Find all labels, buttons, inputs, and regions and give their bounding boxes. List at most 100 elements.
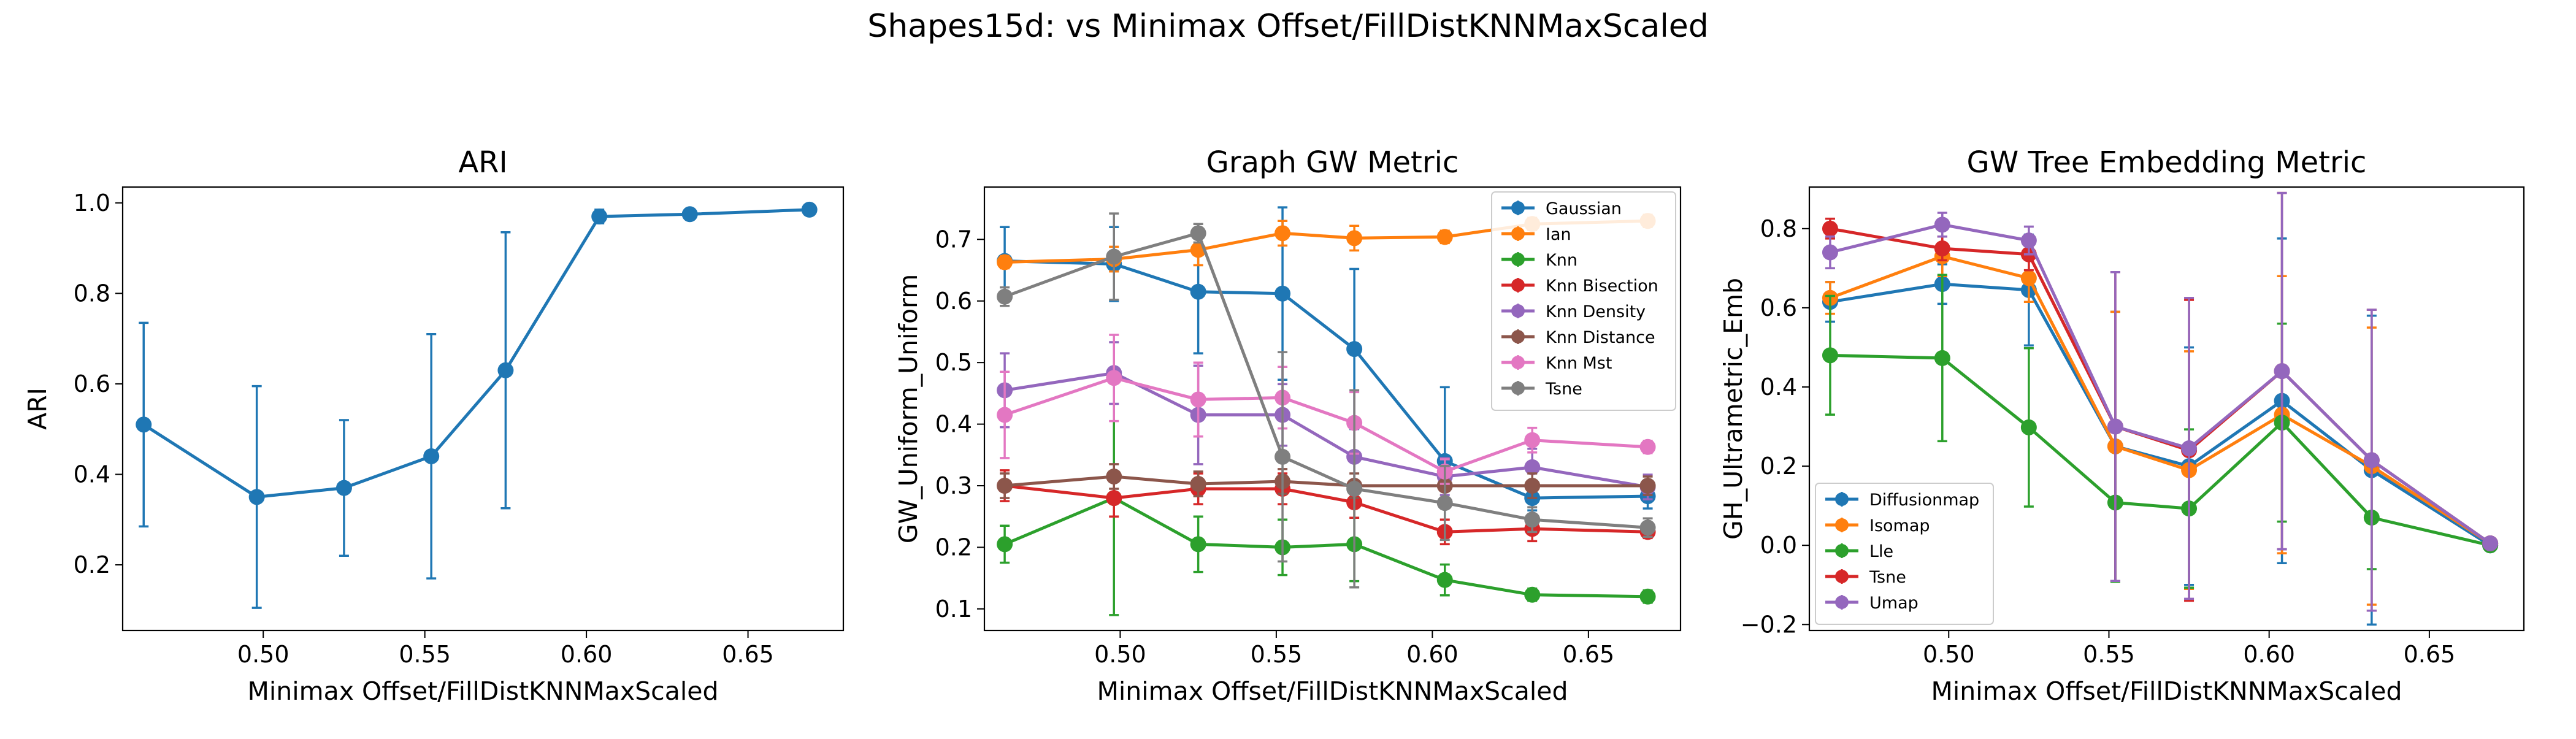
legend-label: Knn Distance [1546, 328, 1655, 347]
data-point [2274, 363, 2290, 380]
x-axis-label: Minimax Offset/FillDistKNNMaxScaled [248, 676, 719, 706]
data-point [2020, 270, 2037, 286]
x-tick-label: 0.50 [237, 641, 289, 668]
legend-box [1491, 191, 1676, 411]
panel-title: GW Tree Embedding Metric [1967, 145, 2367, 180]
plot-area [1822, 191, 2499, 626]
x-tick-label: 0.55 [2083, 641, 2135, 668]
data-point [997, 254, 1013, 270]
series-knn-distance [997, 463, 1656, 499]
panel-title: Graph GW Metric [1206, 145, 1459, 180]
data-point [1934, 240, 1950, 257]
data-point [997, 478, 1013, 494]
x-tick-label: 0.65 [722, 641, 774, 668]
data-point [1346, 481, 1363, 497]
panel-title: ARI [458, 145, 507, 180]
data-point [1346, 341, 1363, 358]
data-point [1436, 229, 1453, 245]
data-point [248, 489, 265, 505]
data-point [423, 448, 440, 464]
series-tsne [997, 212, 1656, 589]
legend-swatch-marker [1511, 381, 1525, 395]
legend-label: Isomap [1869, 516, 1930, 535]
legend-swatch-marker [1511, 330, 1525, 343]
legend-label: Knn Bisection [1546, 277, 1658, 296]
data-point [1190, 476, 1206, 492]
legend-swatch-marker [1511, 304, 1525, 318]
data-point [1822, 244, 1838, 261]
legend-swatch-marker [1835, 595, 1849, 609]
x-tick-label: 0.50 [1094, 641, 1146, 668]
data-point [136, 416, 152, 433]
y-tick-label: 0.4 [935, 411, 972, 438]
series-1 [136, 201, 818, 609]
data-point [997, 288, 1013, 305]
x-tick-label: 0.55 [1251, 641, 1303, 668]
series-line [1830, 353, 2491, 547]
series-line [1004, 475, 1648, 488]
data-point [1106, 468, 1122, 484]
legend-swatch-marker [1835, 544, 1849, 557]
y-tick-label: 0.2 [1760, 453, 1797, 480]
y-tick-label: 0.1 [935, 595, 972, 622]
x-axis-label: Minimax Offset/FillDistKNNMaxScaled [1931, 676, 2402, 706]
y-tick-label: 0.3 [935, 472, 972, 499]
legend-label: Lle [1869, 542, 1893, 561]
data-point [1524, 586, 1541, 603]
x-tick-label: 0.55 [399, 641, 451, 668]
legend-label: Ian [1546, 225, 1571, 244]
chart-panel-1: ARI 0.50 0.55 0.60 0.65 0.2 0.4 0.6 0.8 1.0 Minima… [23, 145, 845, 706]
y-tick-label: 1.0 [74, 190, 110, 216]
data-point [1822, 347, 1838, 364]
data-point [2107, 418, 2123, 435]
data-point [591, 208, 608, 224]
data-point [2020, 419, 2037, 435]
chart-panel-2: Graph GW Metric 0.50 0.55 0.60 0.65 0.1 0.2 0.3… [894, 145, 1682, 706]
data-point [1639, 478, 1656, 494]
axes-frame [1808, 186, 2525, 632]
x-tick-label: 0.65 [1563, 641, 1615, 668]
data-point [1524, 478, 1541, 494]
y-axis-label: GW_Uniform_Uniform [894, 274, 923, 543]
plot-area [136, 201, 818, 609]
legend-label: Diffusionmap [1869, 491, 1979, 510]
data-point [1436, 572, 1453, 588]
legend-swatch-marker [1835, 492, 1849, 506]
data-point [1275, 225, 1291, 242]
data-point [2181, 440, 2198, 457]
series-line [1830, 255, 2491, 545]
figure-suptitle: Shapes15d: vs Minimax Offset/FillDistKNN… [867, 8, 1709, 45]
y-tick-label: 0.8 [1760, 215, 1797, 242]
y-tick-label: 0.6 [74, 370, 110, 397]
data-point [997, 407, 1013, 423]
y-tick-label: 0.4 [74, 461, 110, 488]
y-axis-label: ARI [23, 388, 52, 430]
legend-label: Knn Density [1546, 302, 1646, 321]
y-tick-label: 0.5 [935, 349, 972, 376]
legend: Gaussian Ian Knn Knn Bisection Knn Density Kn… [1491, 191, 1676, 411]
legend-swatch-marker [1511, 356, 1525, 369]
data-point [1524, 511, 1541, 528]
x-axis-label: Minimax Offset/FillDistKNNMaxScaled [1097, 676, 1568, 706]
data-point [1190, 225, 1206, 242]
data-point [1639, 519, 1656, 536]
x-tick-label: 0.60 [2243, 641, 2295, 668]
data-point [2363, 452, 2380, 469]
y-tick-label: 0.4 [1760, 373, 1797, 400]
data-point [2482, 535, 2499, 551]
legend-swatch-marker [1835, 570, 1849, 583]
data-point [1346, 230, 1363, 247]
series-line [142, 208, 810, 499]
y-tick-label: 0.0 [1760, 532, 1797, 559]
y-axis-label: GH_Ultrametric_Emb [1719, 278, 1748, 540]
chart-panel-3: GW Tree Embedding Metric 0.50 0.55 0.60 0.65… [1719, 145, 2525, 706]
legend-label: Tsne [1869, 568, 1906, 587]
x-tick-label: 0.60 [1406, 641, 1459, 668]
data-point [1275, 285, 1291, 302]
x-tick-label: 0.65 [2404, 641, 2456, 668]
data-point [1436, 495, 1453, 511]
legend-swatch-marker [1835, 518, 1849, 532]
data-point [1106, 490, 1122, 507]
